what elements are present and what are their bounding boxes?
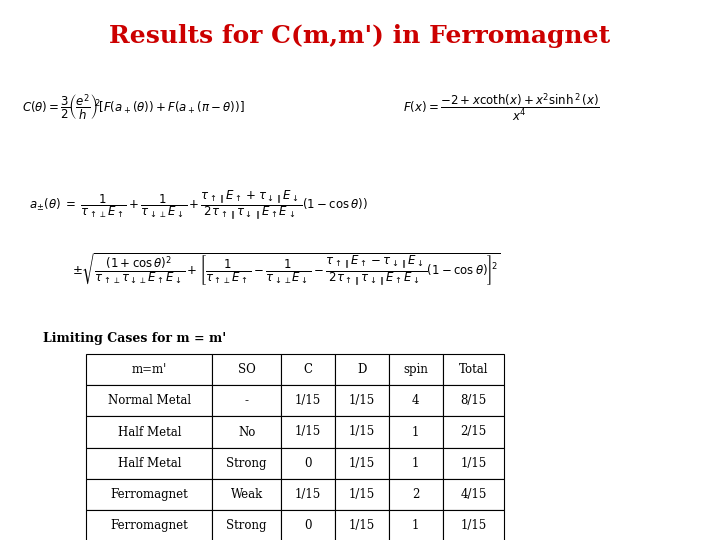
Text: 2/15: 2/15 [460, 426, 487, 438]
Text: C: C [303, 363, 312, 376]
Bar [443, 385, 504, 416]
Text: Half Metal: Half Metal [117, 457, 181, 470]
Text: $\pm\sqrt{\dfrac{(1+\cos\theta)^2}{\tau_{\uparrow\perp}\tau_{\downarrow\perp}E_{: $\pm\sqrt{\dfrac{(1+\cos\theta)^2}{\tau_… [72, 252, 500, 288]
Text: -: - [245, 394, 248, 407]
Text: Results for C(m,m') in Ferromagnet: Results for C(m,m') in Ferromagnet [109, 24, 611, 48]
Text: 1: 1 [412, 457, 420, 470]
Bar [335, 354, 389, 385]
Bar [443, 354, 504, 385]
Bar [212, 510, 281, 540]
Bar [443, 448, 504, 479]
Bar [389, 385, 443, 416]
Text: 4/15: 4/15 [460, 488, 487, 501]
Bar [335, 479, 389, 510]
Bar [389, 448, 443, 479]
Bar [281, 354, 335, 385]
Bar [389, 479, 443, 510]
Bar [281, 479, 335, 510]
Text: 1/15: 1/15 [348, 488, 375, 501]
Text: Weak: Weak [230, 488, 263, 501]
Text: 1/15: 1/15 [348, 457, 375, 470]
Bar [335, 416, 389, 448]
Text: 0: 0 [304, 457, 312, 470]
Bar [212, 416, 281, 448]
Text: 1/15: 1/15 [348, 426, 375, 438]
Bar [443, 510, 504, 540]
Bar [86, 510, 212, 540]
Bar [212, 448, 281, 479]
Text: Ferromagnet: Ferromagnet [111, 488, 188, 501]
Bar [335, 510, 389, 540]
Bar [281, 416, 335, 448]
Bar [281, 385, 335, 416]
Text: Strong: Strong [226, 519, 267, 532]
Bar [389, 416, 443, 448]
Bar [212, 354, 281, 385]
Text: 1: 1 [412, 519, 420, 532]
Text: 1/15: 1/15 [460, 457, 487, 470]
Bar [212, 479, 281, 510]
Text: 1/15: 1/15 [294, 426, 321, 438]
Text: spin: spin [403, 363, 428, 376]
Text: $C(\theta)=\dfrac{3}{2}\!\left(\dfrac{e^2}{h}\right)^{\!\!2}\!\left[F(a_+(\theta: $C(\theta)=\dfrac{3}{2}\!\left(\dfrac{e^… [22, 93, 244, 123]
Text: 1/15: 1/15 [294, 488, 321, 501]
Bar [86, 416, 212, 448]
Text: 1: 1 [412, 426, 420, 438]
Text: D: D [357, 363, 366, 376]
Bar [281, 510, 335, 540]
Bar [443, 416, 504, 448]
Text: SO: SO [238, 363, 256, 376]
Text: Limiting Cases for m = m': Limiting Cases for m = m' [43, 332, 227, 345]
Bar [86, 448, 212, 479]
Text: 8/15: 8/15 [460, 394, 487, 407]
Bar [335, 448, 389, 479]
Text: Total: Total [459, 363, 488, 376]
Text: 1/15: 1/15 [348, 394, 375, 407]
Bar [86, 354, 212, 385]
Text: 1/15: 1/15 [294, 394, 321, 407]
Bar [212, 385, 281, 416]
Text: m=m': m=m' [132, 363, 167, 376]
Text: Strong: Strong [226, 457, 267, 470]
Text: No: No [238, 426, 256, 438]
Text: 0: 0 [304, 519, 312, 532]
Bar [281, 448, 335, 479]
Text: 1/15: 1/15 [348, 519, 375, 532]
Bar [86, 385, 212, 416]
Text: Ferromagnet: Ferromagnet [111, 519, 188, 532]
Text: 1/15: 1/15 [460, 519, 487, 532]
Bar [443, 479, 504, 510]
Bar [389, 354, 443, 385]
Bar [86, 479, 212, 510]
Text: Normal Metal: Normal Metal [108, 394, 191, 407]
Text: Half Metal: Half Metal [117, 426, 181, 438]
Text: $F(x)=\dfrac{-2+x\coth(x)+x^2\sinh^{\,2}(x)}{x^4}$: $F(x)=\dfrac{-2+x\coth(x)+x^2\sinh^{\,2}… [403, 92, 600, 124]
Text: 4: 4 [412, 394, 420, 407]
Text: $a_{\pm}(\theta)\;=\;\dfrac{1}{\tau_{\uparrow\perp}E_{\uparrow}}+\dfrac{1}{\tau_: $a_{\pm}(\theta)\;=\;\dfrac{1}{\tau_{\up… [29, 188, 368, 222]
Text: 2: 2 [412, 488, 420, 501]
Bar [389, 510, 443, 540]
Bar [335, 385, 389, 416]
